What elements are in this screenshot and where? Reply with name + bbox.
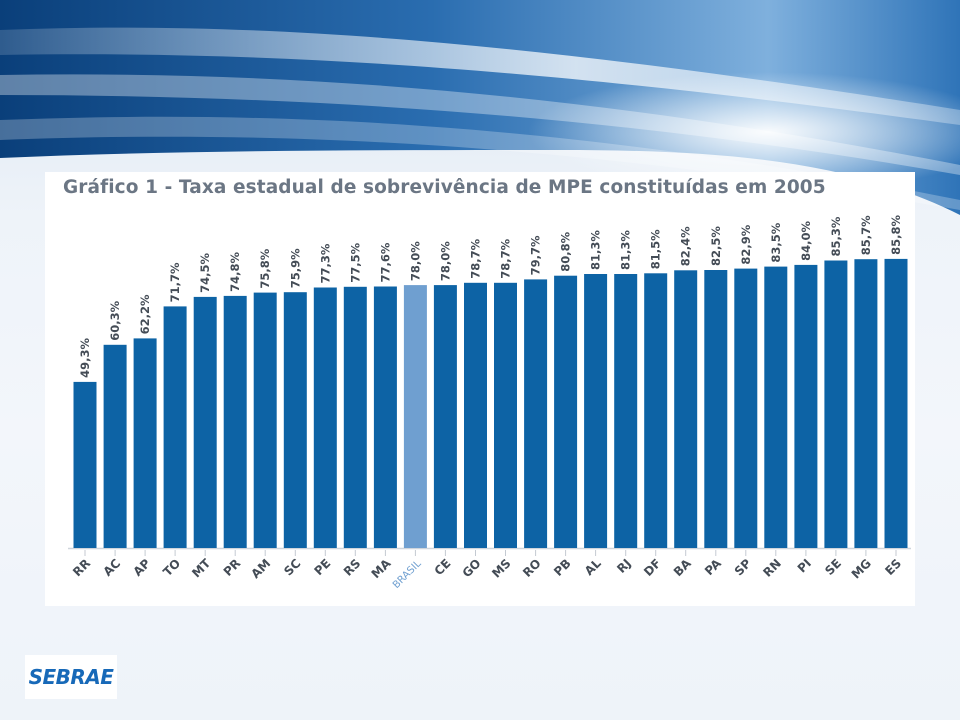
category-label-se: SE bbox=[822, 556, 844, 578]
category-label-rj: RJ bbox=[614, 556, 634, 576]
bar-sp bbox=[734, 268, 758, 548]
bar-ba bbox=[674, 270, 698, 548]
category-label-pb: PB bbox=[551, 556, 574, 579]
value-label-pb: 80,8% bbox=[559, 231, 573, 271]
value-label-rr: 49,3% bbox=[78, 338, 92, 378]
category-label-pa: PA bbox=[702, 556, 724, 578]
value-label-ac: 60,3% bbox=[108, 300, 122, 340]
value-label-rn: 83,5% bbox=[769, 222, 783, 262]
bar-rj bbox=[614, 274, 638, 548]
category-label-brasil: BRASIL bbox=[391, 558, 424, 591]
category-label-ac: AC bbox=[101, 556, 124, 579]
bar-am bbox=[253, 292, 277, 548]
value-label-mt: 74,5% bbox=[198, 253, 212, 293]
value-label-ma: 77,6% bbox=[378, 242, 392, 282]
category-label-pe: PE bbox=[312, 556, 334, 578]
bar-ce bbox=[433, 285, 457, 548]
chart-title: Gráfico 1 - Taxa estadual de sobrevivênc… bbox=[63, 177, 826, 198]
category-label-rn: RN bbox=[760, 556, 784, 580]
bar-ap bbox=[133, 338, 157, 548]
bar-pe bbox=[313, 287, 337, 548]
bar-ma bbox=[373, 286, 397, 548]
value-label-ms: 78,7% bbox=[499, 238, 513, 278]
value-label-es: 85,8% bbox=[889, 215, 903, 255]
category-label-mg: MG bbox=[849, 556, 874, 581]
bar-brasil bbox=[403, 285, 427, 548]
value-label-brasil: 78,0% bbox=[408, 241, 422, 281]
value-label-rj: 81,3% bbox=[619, 230, 633, 270]
value-label-ce: 78,0% bbox=[438, 241, 452, 281]
category-label-am: AM bbox=[248, 556, 273, 581]
category-label-ma: MA bbox=[369, 556, 394, 581]
bar-sc bbox=[283, 292, 307, 548]
category-label-pi: PI bbox=[795, 556, 814, 575]
value-label-pe: 77,3% bbox=[318, 243, 332, 283]
category-label-ap: AP bbox=[131, 556, 154, 579]
bar-rs bbox=[343, 286, 367, 548]
value-label-am: 75,8% bbox=[258, 248, 272, 288]
category-label-rr: RR bbox=[70, 556, 93, 579]
value-label-ba: 82,4% bbox=[679, 226, 693, 266]
category-label-to: TO bbox=[160, 556, 183, 579]
logo-text: SEBRAE bbox=[28, 665, 114, 689]
value-label-se: 85,3% bbox=[829, 216, 843, 256]
bar-df bbox=[644, 273, 668, 548]
category-label-go: GO bbox=[460, 556, 484, 580]
bar-mt bbox=[193, 296, 217, 548]
value-label-go: 78,7% bbox=[469, 238, 483, 278]
category-label-rs: RS bbox=[341, 556, 364, 579]
value-label-to: 71,7% bbox=[168, 262, 182, 302]
category-label-ba: BA bbox=[671, 556, 694, 579]
bar-pi bbox=[794, 264, 818, 548]
category-label-es: ES bbox=[882, 556, 904, 578]
bar-pa bbox=[704, 270, 728, 548]
category-label-sc: SC bbox=[281, 556, 303, 578]
category-label-pr: PR bbox=[221, 556, 244, 579]
value-label-rs: 77,5% bbox=[348, 242, 362, 282]
chart-panel: Gráfico 1 - Taxa estadual de sobrevivênc… bbox=[45, 172, 915, 606]
bar-pb bbox=[554, 275, 578, 548]
value-label-pi: 84,0% bbox=[799, 221, 813, 261]
category-label-ms: MS bbox=[489, 556, 513, 580]
category-label-al: AL bbox=[582, 556, 604, 578]
bar-mg bbox=[854, 259, 878, 548]
value-label-pr: 74,8% bbox=[228, 252, 242, 292]
value-label-ap: 62,2% bbox=[138, 294, 152, 334]
category-label-ro: RO bbox=[520, 556, 544, 580]
bar-chart: 49,3% RR 60,3% AC 62,2% AP 71,7% TO 74,5% MT 74,8%… bbox=[68, 215, 911, 591]
category-label-df: DF bbox=[641, 556, 664, 579]
bar-rn bbox=[764, 266, 788, 548]
category-label-mt: MT bbox=[189, 556, 214, 581]
category-label-sp: SP bbox=[732, 556, 754, 578]
bar-es bbox=[884, 258, 908, 548]
bar-rr bbox=[73, 381, 97, 548]
value-label-pa: 82,5% bbox=[709, 226, 723, 266]
value-label-al: 81,3% bbox=[589, 230, 603, 270]
sebrae-logo: SEBRAE bbox=[25, 655, 117, 699]
category-label-ce: CE bbox=[432, 556, 454, 578]
value-label-ro: 79,7% bbox=[529, 235, 543, 275]
bar-pr bbox=[223, 295, 247, 548]
bar-al bbox=[584, 274, 608, 548]
bar-ro bbox=[524, 279, 548, 548]
bar-go bbox=[464, 282, 487, 548]
bar-ms bbox=[494, 282, 517, 548]
value-label-df: 81,5% bbox=[649, 229, 663, 269]
value-label-sc: 75,9% bbox=[288, 248, 302, 288]
bar-se bbox=[824, 260, 848, 548]
value-label-sp: 82,9% bbox=[739, 224, 753, 264]
bar-ac bbox=[103, 344, 127, 548]
value-label-mg: 85,7% bbox=[859, 215, 873, 255]
bar-to bbox=[163, 306, 187, 548]
